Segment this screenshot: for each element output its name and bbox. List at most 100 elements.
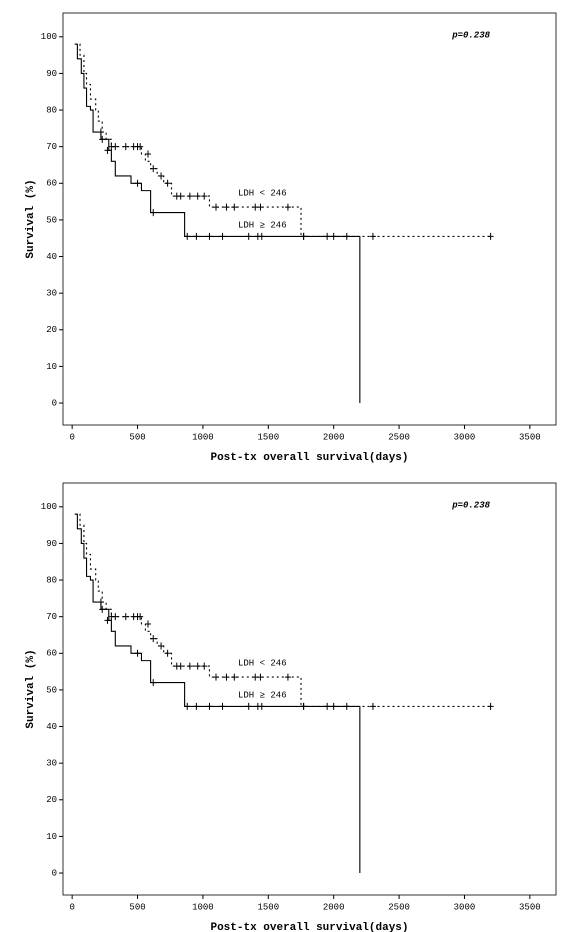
censor-mark (177, 662, 184, 670)
y-tick-label: 50 (46, 215, 57, 225)
censor-mark (201, 662, 208, 670)
y-axis-label: Survival (%) (25, 179, 37, 258)
x-tick-label: 0 (69, 902, 74, 912)
y-tick-label: 30 (46, 289, 57, 299)
censor-mark (194, 192, 201, 200)
x-tick-label: 3500 (519, 902, 541, 912)
censor-mark (258, 702, 265, 710)
censor-mark (99, 605, 106, 613)
x-tick-label: 3000 (454, 432, 476, 442)
censor-mark (343, 232, 350, 240)
y-axis-label: Survival (%) (25, 649, 37, 728)
censor-mark (164, 179, 171, 187)
censor-mark (343, 702, 350, 710)
censor-mark (134, 649, 141, 657)
censor-mark (223, 673, 230, 681)
x-tick-label: 2500 (388, 432, 410, 442)
censor-mark (164, 649, 171, 657)
x-tick-label: 1500 (258, 902, 280, 912)
censor-mark (193, 232, 200, 240)
x-axis-label: Post-tx overall survival(days) (210, 452, 408, 464)
y-tick-label: 60 (46, 649, 57, 659)
y-tick-label: 70 (46, 612, 57, 622)
censor-mark (112, 143, 119, 151)
censor-mark (186, 192, 193, 200)
censor-mark (487, 702, 494, 710)
y-tick-label: 0 (52, 868, 57, 878)
censor-mark (258, 232, 265, 240)
censor-mark (252, 203, 259, 211)
censor-mark (223, 203, 230, 211)
y-tick-label: 80 (46, 105, 57, 115)
censor-mark (145, 620, 151, 628)
censor-mark (257, 673, 264, 681)
censor-mark (245, 232, 252, 240)
survival-curve (74, 513, 361, 874)
y-tick-label: 80 (46, 575, 57, 585)
censor-mark (369, 702, 376, 710)
censor-mark (487, 232, 494, 240)
censor-mark (369, 232, 376, 240)
censor-mark (112, 613, 119, 621)
censor-mark (134, 179, 141, 187)
plot-frame (62, 482, 557, 896)
censor-mark (194, 662, 201, 670)
x-tick-label: 1000 (192, 902, 214, 912)
censor-mark (150, 679, 157, 687)
x-tick-label: 500 (129, 432, 145, 442)
censor-mark (99, 135, 106, 143)
y-tick-label: 10 (46, 362, 57, 372)
censor-mark (330, 702, 337, 710)
censor-mark (104, 616, 111, 624)
y-tick-label: 30 (46, 759, 57, 769)
censor-mark (150, 209, 157, 217)
censor-mark (137, 143, 144, 151)
y-tick-label: 90 (46, 69, 57, 79)
x-tick-label: 2000 (323, 902, 345, 912)
x-tick-label: 2500 (388, 902, 410, 912)
censor-mark (300, 232, 307, 240)
y-tick-label: 70 (46, 142, 57, 152)
censor-mark (177, 192, 184, 200)
censor-mark (245, 702, 252, 710)
censor-mark (137, 613, 144, 621)
censor-mark (300, 702, 307, 710)
x-tick-label: 500 (129, 902, 145, 912)
censor-mark (231, 203, 238, 211)
censor-mark (184, 702, 191, 710)
censor-mark (158, 642, 165, 650)
series-label: LDH < 246 (238, 188, 287, 198)
y-tick-label: 20 (46, 795, 57, 805)
x-tick-label: 2000 (323, 432, 345, 442)
series-label: LDH < 246 (238, 658, 287, 668)
x-tick-label: 3500 (519, 432, 541, 442)
x-tick-label: 0 (69, 432, 74, 442)
censor-mark (201, 192, 208, 200)
y-tick-label: 50 (46, 685, 57, 695)
censor-mark (213, 203, 219, 211)
censor-mark (219, 702, 226, 710)
y-tick-label: 60 (46, 179, 57, 189)
y-tick-label: 100 (41, 32, 57, 42)
censor-mark (104, 146, 111, 154)
censor-mark (257, 203, 264, 211)
y-tick-label: 40 (46, 722, 57, 732)
censor-mark (252, 673, 259, 681)
y-tick-label: 0 (52, 398, 57, 408)
y-tick-label: 100 (41, 502, 57, 512)
censor-mark (145, 150, 151, 158)
censor-mark (231, 673, 238, 681)
censor-mark (150, 635, 157, 643)
censor-mark (206, 232, 213, 240)
x-tick-label: 1500 (258, 432, 280, 442)
censor-mark (330, 232, 337, 240)
censor-mark (219, 232, 226, 240)
x-tick-label: 1000 (192, 432, 214, 442)
series-label: LDH ≥ 246 (238, 690, 287, 700)
censor-mark (284, 673, 291, 681)
censor-mark (150, 165, 157, 173)
survival-curve (74, 43, 491, 237)
